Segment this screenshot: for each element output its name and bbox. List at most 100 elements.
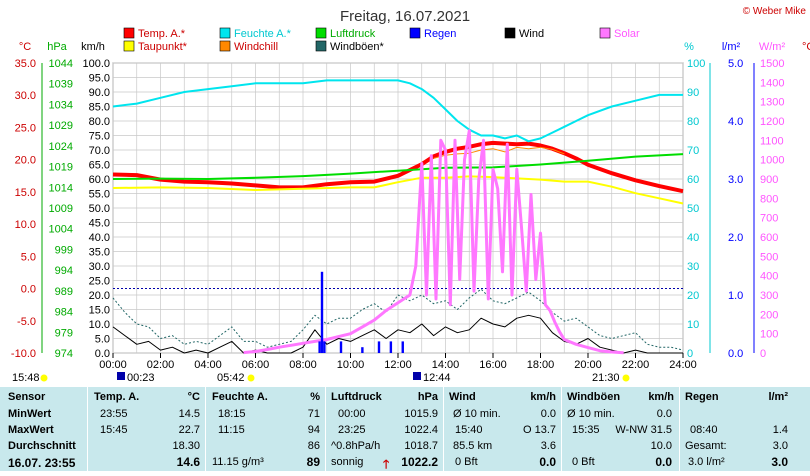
- pressure-min: 1015.9: [404, 408, 438, 420]
- wind-tick: 40.0: [89, 232, 110, 244]
- solar-tick: 100: [760, 329, 778, 341]
- solar-tick: 600: [760, 232, 778, 244]
- pressure-tick: 1009: [49, 203, 73, 215]
- pressure-tick: 994: [55, 265, 73, 277]
- row-label-min: MinWert: [8, 408, 52, 420]
- sunrise-icon: [247, 374, 255, 382]
- wind-header: Wind: [449, 391, 476, 403]
- rain-unit: l/m²: [768, 391, 788, 403]
- rain-total: 3.0: [772, 440, 788, 452]
- temp-tick: 5.0: [21, 251, 36, 263]
- wind-max: O 13.7: [522, 424, 556, 436]
- solar-tick: 1100: [760, 135, 784, 147]
- legend-swatch-4: [504, 27, 516, 39]
- x-tick-label: 16:00: [479, 359, 507, 371]
- solar-tick: 1400: [760, 77, 784, 89]
- rain-bar: [401, 341, 404, 353]
- row-label-current: 16.07. 23:55: [8, 456, 76, 470]
- wind-tick: 30.0: [89, 261, 110, 273]
- wind-tick: 85.0: [89, 102, 110, 114]
- humidity-tick: 70: [687, 145, 699, 157]
- temp-max-time: 15:45: [100, 424, 128, 436]
- temp-unit-label-right: °C: [802, 41, 810, 53]
- temp-max: 22.7: [178, 424, 200, 436]
- x-tick-label: 24:00: [669, 359, 697, 371]
- x-tick-label: 00:00: [99, 359, 127, 371]
- rain-bar: [361, 347, 364, 353]
- humidity-tick: 0: [687, 348, 693, 360]
- rain-tick: 2.0: [728, 232, 743, 244]
- temp-tick: 20.0: [15, 155, 36, 167]
- wind-unit-label: km/h: [81, 41, 105, 53]
- humidity-tick: 40: [687, 232, 699, 244]
- humidity-header: Feuchte A.: [212, 391, 268, 403]
- temp-unit: °C: [187, 391, 200, 403]
- x-tick-label: 14:00: [432, 359, 460, 371]
- humidity-unit: %: [310, 391, 320, 403]
- solar-tick: 800: [760, 193, 778, 205]
- temp-now: 14.6: [176, 455, 200, 469]
- temp-tick: 35.0: [15, 58, 36, 70]
- wind-tick: 100.0: [82, 58, 110, 70]
- wind-tick: 50.0: [89, 203, 110, 215]
- temp-min: 14.5: [178, 408, 200, 420]
- pressure-tick: 1024: [49, 141, 73, 153]
- x-tick-label: 08:00: [289, 359, 317, 371]
- rain-now-total: 3.0: [771, 455, 788, 469]
- wind-tick: 25.0: [89, 276, 110, 288]
- x-tick-label: 02:00: [147, 359, 175, 371]
- rain-max-time: 08:40: [690, 424, 718, 436]
- legend-label-8: Windböen*: [330, 41, 385, 53]
- x-tick-label: 18:00: [527, 359, 555, 371]
- legend-swatch-3: [409, 27, 421, 39]
- pressure-tick: 1004: [49, 224, 73, 236]
- pressure-tick: 1044: [49, 58, 73, 70]
- solar-tick: 700: [760, 213, 778, 225]
- rain-bar: [320, 271, 324, 353]
- solar-tick: 400: [760, 271, 778, 283]
- rain-bar: [318, 341, 321, 353]
- marker-sunset-time: 21:30: [592, 372, 620, 384]
- humidity-tick: 100: [687, 58, 705, 70]
- wind-tick: 70.0: [89, 145, 110, 157]
- wind-tick: 0.0: [95, 348, 110, 360]
- solar-tick: 1500: [760, 58, 784, 70]
- gust-header: Windböen: [567, 391, 621, 403]
- pressure-trend: ^0.8hPa/h: [331, 440, 381, 452]
- noon-icon: [413, 372, 421, 380]
- humidity-tick: 10: [687, 319, 699, 331]
- gust-min-label: Ø 10 min.: [567, 408, 615, 420]
- solar-tick: 200: [760, 309, 778, 321]
- pressure-now: 1022.2: [401, 455, 438, 469]
- humidity-tick: 20: [687, 290, 699, 302]
- legend-label-2: Luftdruck: [330, 28, 376, 40]
- legend-label-5: Solar: [614, 28, 640, 40]
- marker-left-time: 15:48: [12, 372, 40, 384]
- x-tick-label: 06:00: [242, 359, 270, 371]
- humidity-tick: 80: [687, 116, 699, 128]
- pressure-tick: 984: [55, 307, 73, 319]
- legend-label-3: Regen: [424, 28, 456, 40]
- humidity-max: 94: [307, 424, 320, 436]
- legend-label-7: Windchill: [234, 41, 278, 53]
- row-label-avg: Durchschnitt: [8, 440, 76, 452]
- solar-unit-label: W/m²: [759, 41, 786, 53]
- humidity-tick: 30: [687, 261, 699, 273]
- pressure-tick: 1019: [49, 162, 73, 174]
- gust-avg: 10.0: [650, 440, 672, 452]
- wind-tick: 5.0: [95, 334, 110, 346]
- legend-label-1: Feuchte A.*: [234, 28, 292, 40]
- rain-bar: [323, 341, 326, 353]
- sun-dot-icon: [40, 374, 48, 382]
- humidity-unit-label: %: [684, 41, 694, 53]
- rain-tick: 0.0: [728, 348, 743, 360]
- temp-unit-label: °C: [19, 41, 31, 53]
- temp-tick: -5.0: [17, 316, 36, 328]
- pressure-rising-arrow-icon: 🡑: [383, 457, 390, 471]
- temp-tick: -10.0: [11, 348, 36, 360]
- chart-title: Freitag, 16.07.2021: [340, 8, 470, 25]
- wind-tick: 80.0: [89, 116, 110, 128]
- temp-tick: 25.0: [15, 122, 36, 134]
- pressure-min-time: 00:00: [338, 408, 366, 420]
- x-tick-label: 12:00: [384, 359, 412, 371]
